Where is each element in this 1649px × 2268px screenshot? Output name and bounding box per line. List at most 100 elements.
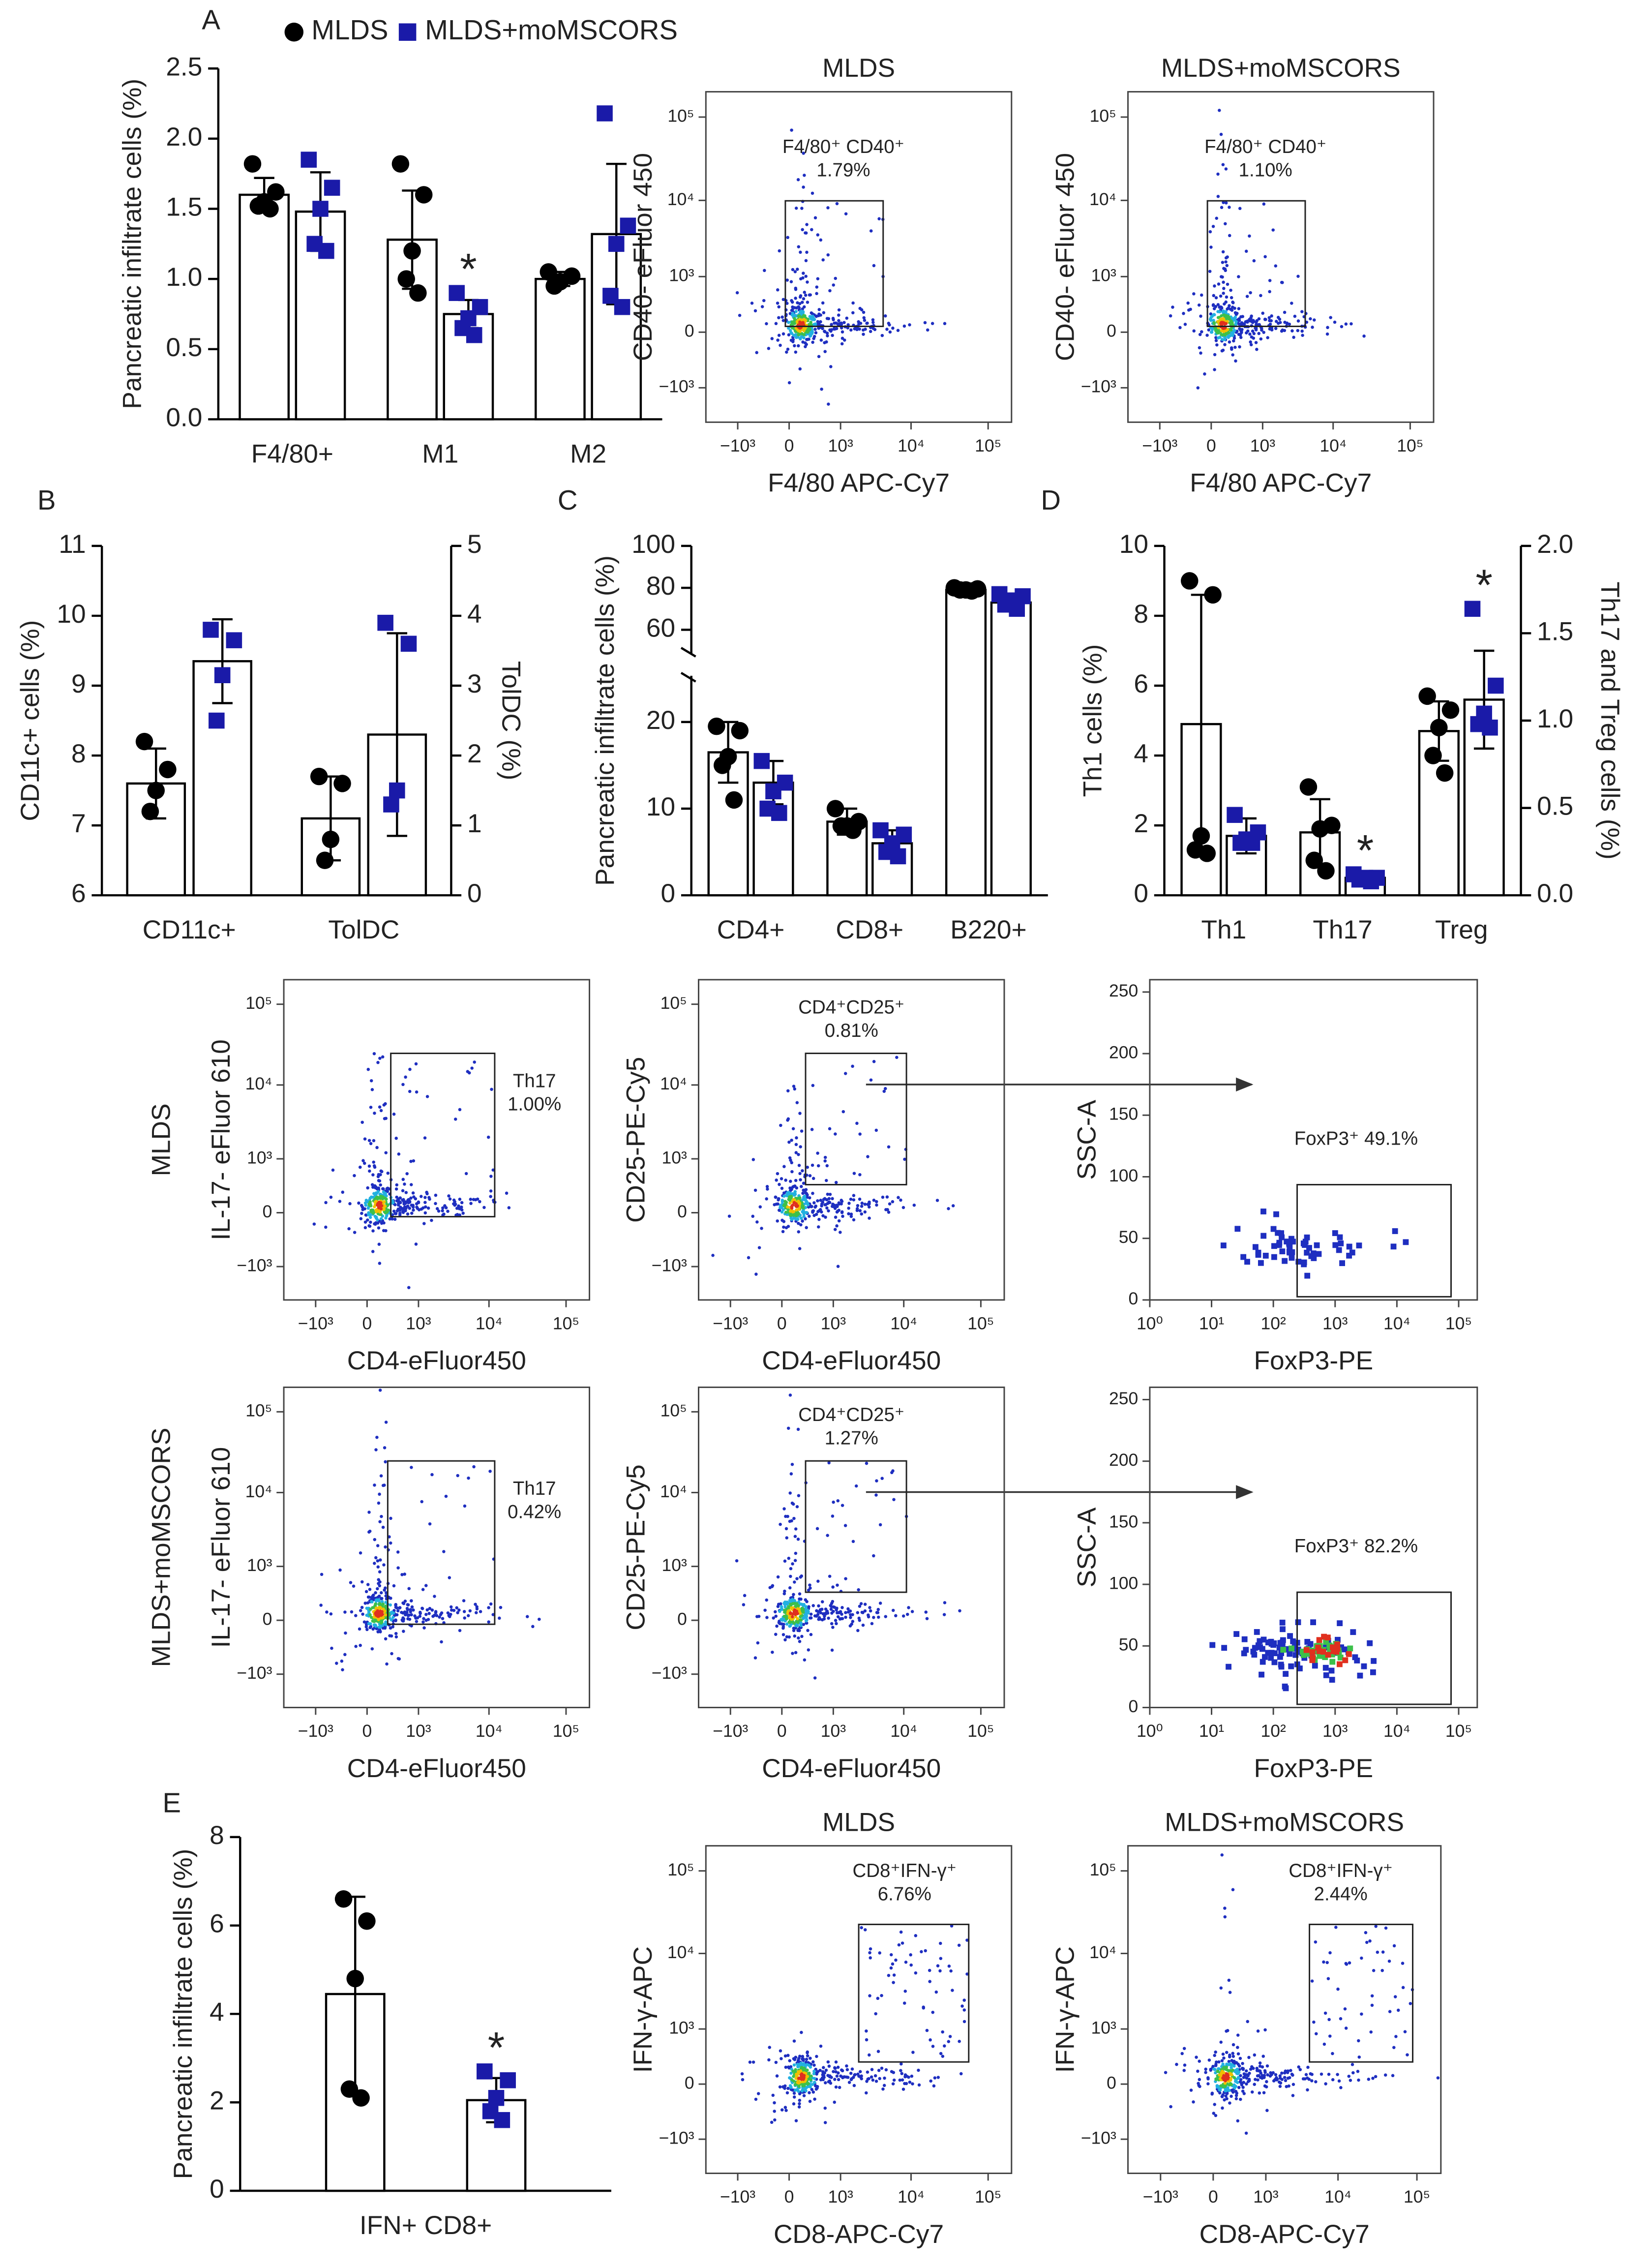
event-dot bbox=[1260, 1209, 1266, 1214]
event-dot bbox=[821, 1214, 825, 1217]
event-dot bbox=[797, 1221, 800, 1225]
event-dot bbox=[401, 1083, 405, 1087]
event-dot bbox=[786, 1205, 789, 1209]
y-tick-label: −10³ bbox=[1081, 2128, 1116, 2148]
event-dot bbox=[1268, 290, 1271, 294]
event-dot bbox=[786, 1089, 790, 1092]
event-dot bbox=[1228, 1991, 1232, 1994]
event-dot bbox=[455, 1606, 458, 1610]
event-dot bbox=[475, 1611, 478, 1614]
event-dot bbox=[1381, 1950, 1385, 1954]
event-dot bbox=[1214, 2064, 1218, 2067]
event-dot bbox=[776, 288, 780, 292]
event-dot bbox=[1226, 282, 1229, 286]
event-dot bbox=[826, 334, 829, 337]
y-tick-label: 10³ bbox=[669, 2018, 694, 2037]
event-dot bbox=[1270, 314, 1273, 318]
plot-title: MLDS bbox=[822, 54, 895, 83]
event-dot bbox=[405, 1606, 409, 1610]
event-dot bbox=[809, 1633, 813, 1636]
event-dot bbox=[1219, 2040, 1223, 2044]
event-dot bbox=[774, 322, 778, 326]
event-dot bbox=[794, 1151, 798, 1154]
event-dot bbox=[851, 1540, 855, 1543]
event-dot bbox=[891, 1962, 895, 1966]
x-tick-label: 10³ bbox=[1253, 2187, 1278, 2207]
event-dot bbox=[343, 1610, 347, 1614]
event-dot bbox=[782, 1165, 786, 1168]
data-point bbox=[771, 805, 787, 821]
y-tick-label: 8 bbox=[210, 1821, 224, 1850]
event-dot bbox=[1244, 2131, 1248, 2135]
event-dot bbox=[1305, 1651, 1311, 1657]
event-dot bbox=[1289, 2069, 1292, 2072]
event-dot bbox=[829, 1607, 833, 1611]
event-dot bbox=[1245, 331, 1248, 335]
event-dot bbox=[958, 1609, 961, 1613]
event-dot bbox=[837, 2078, 840, 2082]
plot-title: MLDS+moMSCORS bbox=[1161, 54, 1401, 83]
x-tick-label: 10² bbox=[1260, 1314, 1286, 1333]
event-dot bbox=[1239, 2097, 1242, 2101]
event-dot bbox=[384, 1620, 388, 1624]
y-tick-label: 10³ bbox=[669, 266, 694, 285]
event-dot bbox=[825, 317, 829, 320]
event-dot bbox=[789, 1472, 793, 1476]
event-dot bbox=[435, 1614, 439, 1617]
event-dot bbox=[775, 2074, 779, 2078]
event-dot bbox=[1337, 1234, 1343, 1240]
axis-break bbox=[685, 653, 697, 676]
event-dot bbox=[806, 1165, 810, 1169]
event-dot bbox=[810, 311, 813, 315]
event-dot bbox=[362, 1161, 366, 1165]
event-dot bbox=[816, 233, 820, 237]
event-dot bbox=[901, 1206, 905, 1210]
event-dot bbox=[833, 2078, 837, 2081]
data-point bbox=[1424, 747, 1442, 764]
event-dot bbox=[410, 1466, 413, 1469]
event-dot bbox=[1218, 109, 1221, 112]
y-tick-label: 100 bbox=[631, 530, 675, 559]
event-dot bbox=[489, 1189, 493, 1193]
event-dot bbox=[767, 347, 771, 350]
y-tick-label: 10 bbox=[57, 600, 86, 629]
event-dot bbox=[1397, 2008, 1400, 2012]
event-dot bbox=[784, 2065, 788, 2069]
event-dot bbox=[1206, 2082, 1210, 2086]
event-dot bbox=[1278, 1662, 1284, 1668]
x-tick-label: 10⁰ bbox=[1137, 1314, 1163, 1333]
event-dot bbox=[789, 2071, 793, 2075]
event-dot bbox=[903, 2075, 907, 2079]
data-point bbox=[324, 180, 340, 196]
event-dot bbox=[382, 1607, 385, 1611]
event-dot bbox=[863, 319, 867, 322]
event-dot bbox=[507, 1206, 511, 1210]
event-dot bbox=[843, 1072, 847, 1075]
event-dot bbox=[791, 1562, 794, 1566]
event-dot bbox=[455, 1207, 459, 1210]
y-tick-label: 6 bbox=[210, 1909, 224, 1938]
event-dot bbox=[820, 1204, 823, 1208]
event-dot bbox=[1392, 1944, 1396, 1948]
gate bbox=[1296, 1184, 1452, 1298]
event-dot bbox=[872, 264, 876, 268]
event-dot bbox=[892, 1981, 895, 1984]
event-dot bbox=[1236, 2046, 1239, 2049]
event-dot bbox=[1290, 2072, 1294, 2076]
event-dot bbox=[1271, 1254, 1277, 1260]
event-dot bbox=[1223, 1915, 1227, 1919]
event-dot bbox=[833, 321, 836, 325]
event-dot bbox=[794, 350, 798, 354]
event-dot bbox=[1223, 343, 1227, 346]
event-dot bbox=[1260, 1636, 1267, 1643]
event-dot bbox=[1223, 2076, 1227, 2080]
event-dot bbox=[1265, 2080, 1268, 2084]
event-dot bbox=[1204, 2067, 1207, 2071]
event-dot bbox=[1229, 2066, 1233, 2069]
event-dot bbox=[852, 1172, 856, 1175]
y-tick-label: 10³ bbox=[1091, 266, 1116, 285]
plot-frame bbox=[1149, 979, 1478, 1301]
event-dot bbox=[325, 1610, 329, 1614]
event-dot bbox=[347, 1227, 351, 1231]
event-dot bbox=[795, 1505, 799, 1509]
